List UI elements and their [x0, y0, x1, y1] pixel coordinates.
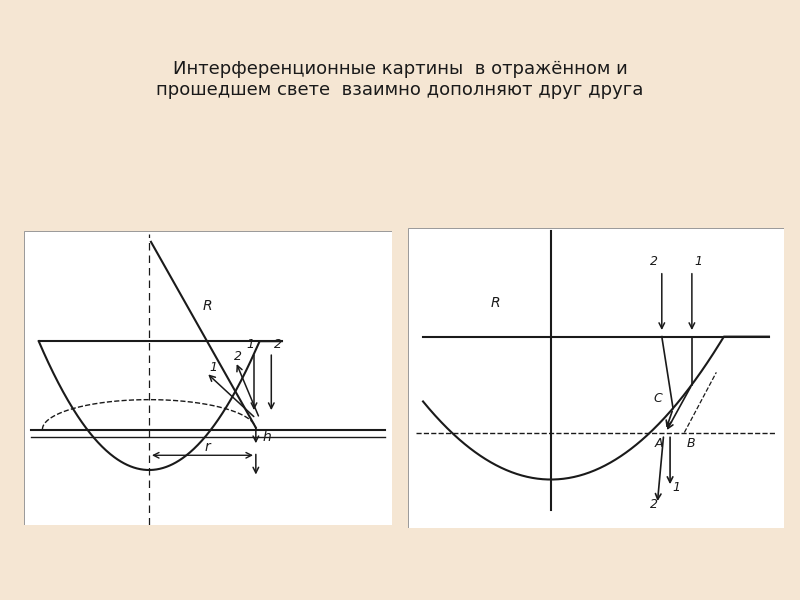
Text: A: A [654, 437, 662, 450]
Text: Интерференционные картины  в отражённом и
прошедшем свете  взаимно дополняют дру: Интерференционные картины в отражённом и… [156, 60, 644, 99]
Text: 1: 1 [695, 255, 703, 268]
Text: 1: 1 [246, 338, 254, 351]
Text: B: B [686, 437, 695, 450]
FancyBboxPatch shape [24, 231, 392, 525]
Text: 1: 1 [210, 361, 218, 374]
Text: 1: 1 [672, 481, 680, 494]
Text: R: R [490, 296, 500, 310]
Text: 2: 2 [650, 255, 658, 268]
Text: r: r [204, 440, 210, 454]
Text: C: C [654, 392, 662, 405]
Text: 2: 2 [274, 338, 282, 351]
Text: h: h [262, 430, 271, 444]
Text: R: R [202, 299, 212, 313]
Text: 2: 2 [650, 498, 658, 511]
FancyBboxPatch shape [408, 227, 784, 529]
Text: 2: 2 [234, 350, 242, 362]
